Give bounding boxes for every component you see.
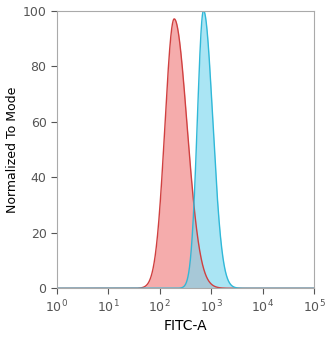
Y-axis label: Normalized To Mode: Normalized To Mode (6, 86, 19, 213)
X-axis label: FITC-A: FITC-A (164, 319, 207, 334)
